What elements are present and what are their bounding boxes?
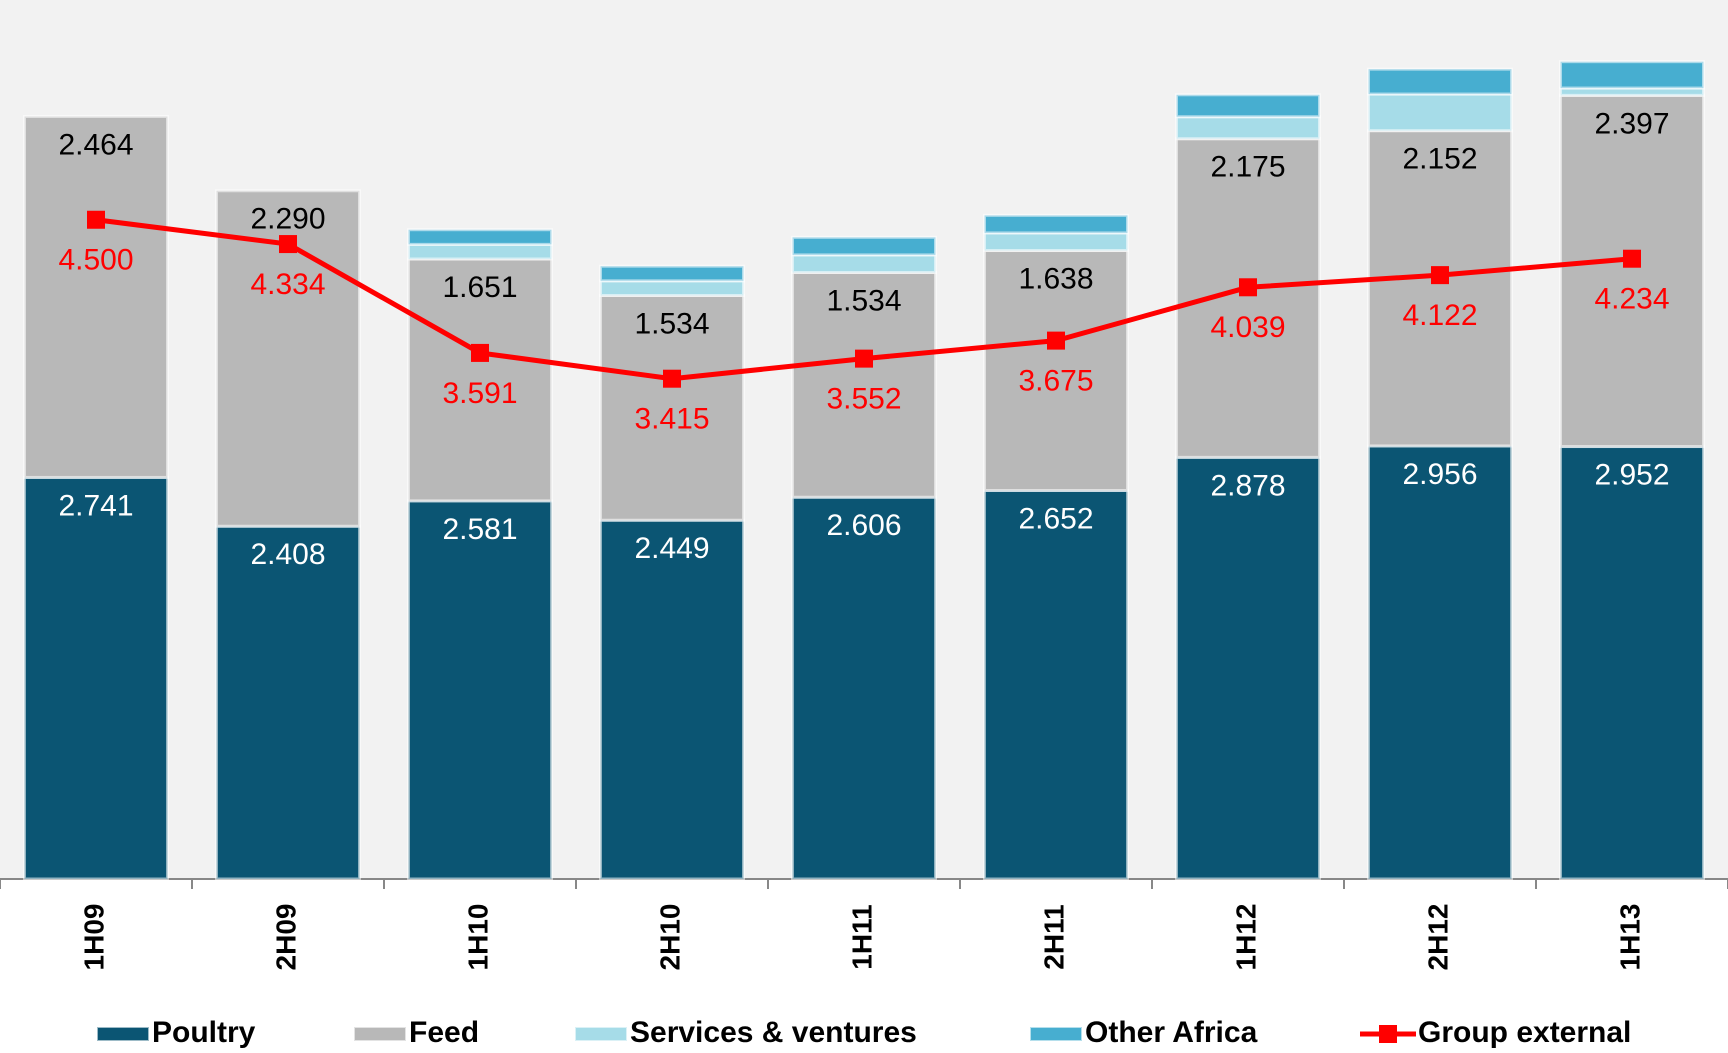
legend-swatch [1379,1025,1397,1043]
legend-label: Other Africa [1085,1016,1258,1049]
x-tick-label: 1H13 [1614,904,1645,971]
bar-segment [1559,445,1705,881]
bar-segment [791,495,937,881]
value-label: 4.334 [250,268,325,301]
value-label: 1.638 [1018,262,1093,295]
value-label: 3.552 [826,383,901,416]
line-marker [1431,266,1449,285]
legend-label: Feed [409,1016,479,1049]
value-label: 1.534 [826,284,901,317]
bar-segment [1367,92,1513,133]
line-marker [1623,249,1641,268]
value-label: 4.039 [1210,311,1285,344]
bar-segment [983,488,1129,881]
bar-segment [599,264,745,283]
legend-swatch [353,1026,407,1042]
bar-segment [599,279,745,297]
line-marker [1047,331,1065,350]
x-tick-label: 2H10 [654,904,685,971]
x-tick-label: 2H11 [1038,904,1069,969]
value-label: 4.500 [58,244,133,277]
value-label: 2.956 [1402,458,1477,491]
line-marker [663,369,681,388]
legend-swatch [1029,1026,1083,1042]
value-label: 2.464 [58,128,133,161]
value-label: 2.449 [634,532,709,565]
value-label: 4.122 [1402,299,1477,332]
bar-segment [407,228,553,246]
value-label: 2.952 [1594,458,1669,491]
value-label: 2.152 [1402,143,1477,176]
legend-label: Group external [1418,1016,1631,1049]
value-label: 2.652 [1018,502,1093,535]
value-label: 3.591 [442,377,517,410]
value-label: 2.581 [442,513,517,546]
bar-segment [215,524,361,881]
line-marker [855,349,873,368]
x-tick-label: 2H12 [1422,904,1453,971]
bar-segment [791,253,937,274]
line-marker [279,235,297,254]
bar-segment [407,499,553,881]
value-label: 3.675 [1018,365,1093,398]
bar-segment [1367,444,1513,881]
x-tick-label: 1H12 [1230,904,1261,971]
line-marker [1239,278,1257,297]
x-tick-label: 1H09 [78,904,109,971]
legend-swatch [574,1026,628,1042]
bar-segment [23,475,169,881]
bar-segment [1175,137,1321,459]
bar-segment [599,518,745,881]
bar-segment [1175,93,1321,119]
bar-segment [407,242,553,261]
x-tick-label: 2H09 [270,904,301,971]
bar-segment [1367,67,1513,96]
bar-segment [983,231,1129,253]
legend-label: Services & ventures [630,1016,917,1049]
value-label: 1.534 [634,307,709,340]
value-label: 4.234 [1594,283,1669,316]
value-label: 2.408 [250,538,325,571]
legend-label: Poultry [152,1016,256,1049]
x-tick-label: 1H11 [846,904,877,969]
value-label: 2.290 [250,203,325,236]
x-tick-label: 1H10 [462,904,493,971]
value-label: 2.741 [58,489,133,522]
line-marker [471,343,489,362]
bar-segment [983,213,1129,235]
line-marker [87,210,105,229]
bar-segment [791,235,937,257]
legend-swatch [96,1026,150,1042]
value-label: 2.397 [1594,107,1669,140]
bar-segment [23,114,169,479]
bar-segment [983,249,1129,492]
bar-segment [1175,115,1321,141]
bar-segment [1175,455,1321,881]
value-label: 2.878 [1210,469,1285,502]
bar-segment [1559,93,1705,449]
value-label: 1.651 [442,271,517,304]
bar-segment [1367,129,1513,448]
value-label: 3.415 [634,403,709,436]
value-label: 2.606 [826,509,901,542]
bar-segment [1559,60,1705,90]
value-label: 2.175 [1210,151,1285,184]
